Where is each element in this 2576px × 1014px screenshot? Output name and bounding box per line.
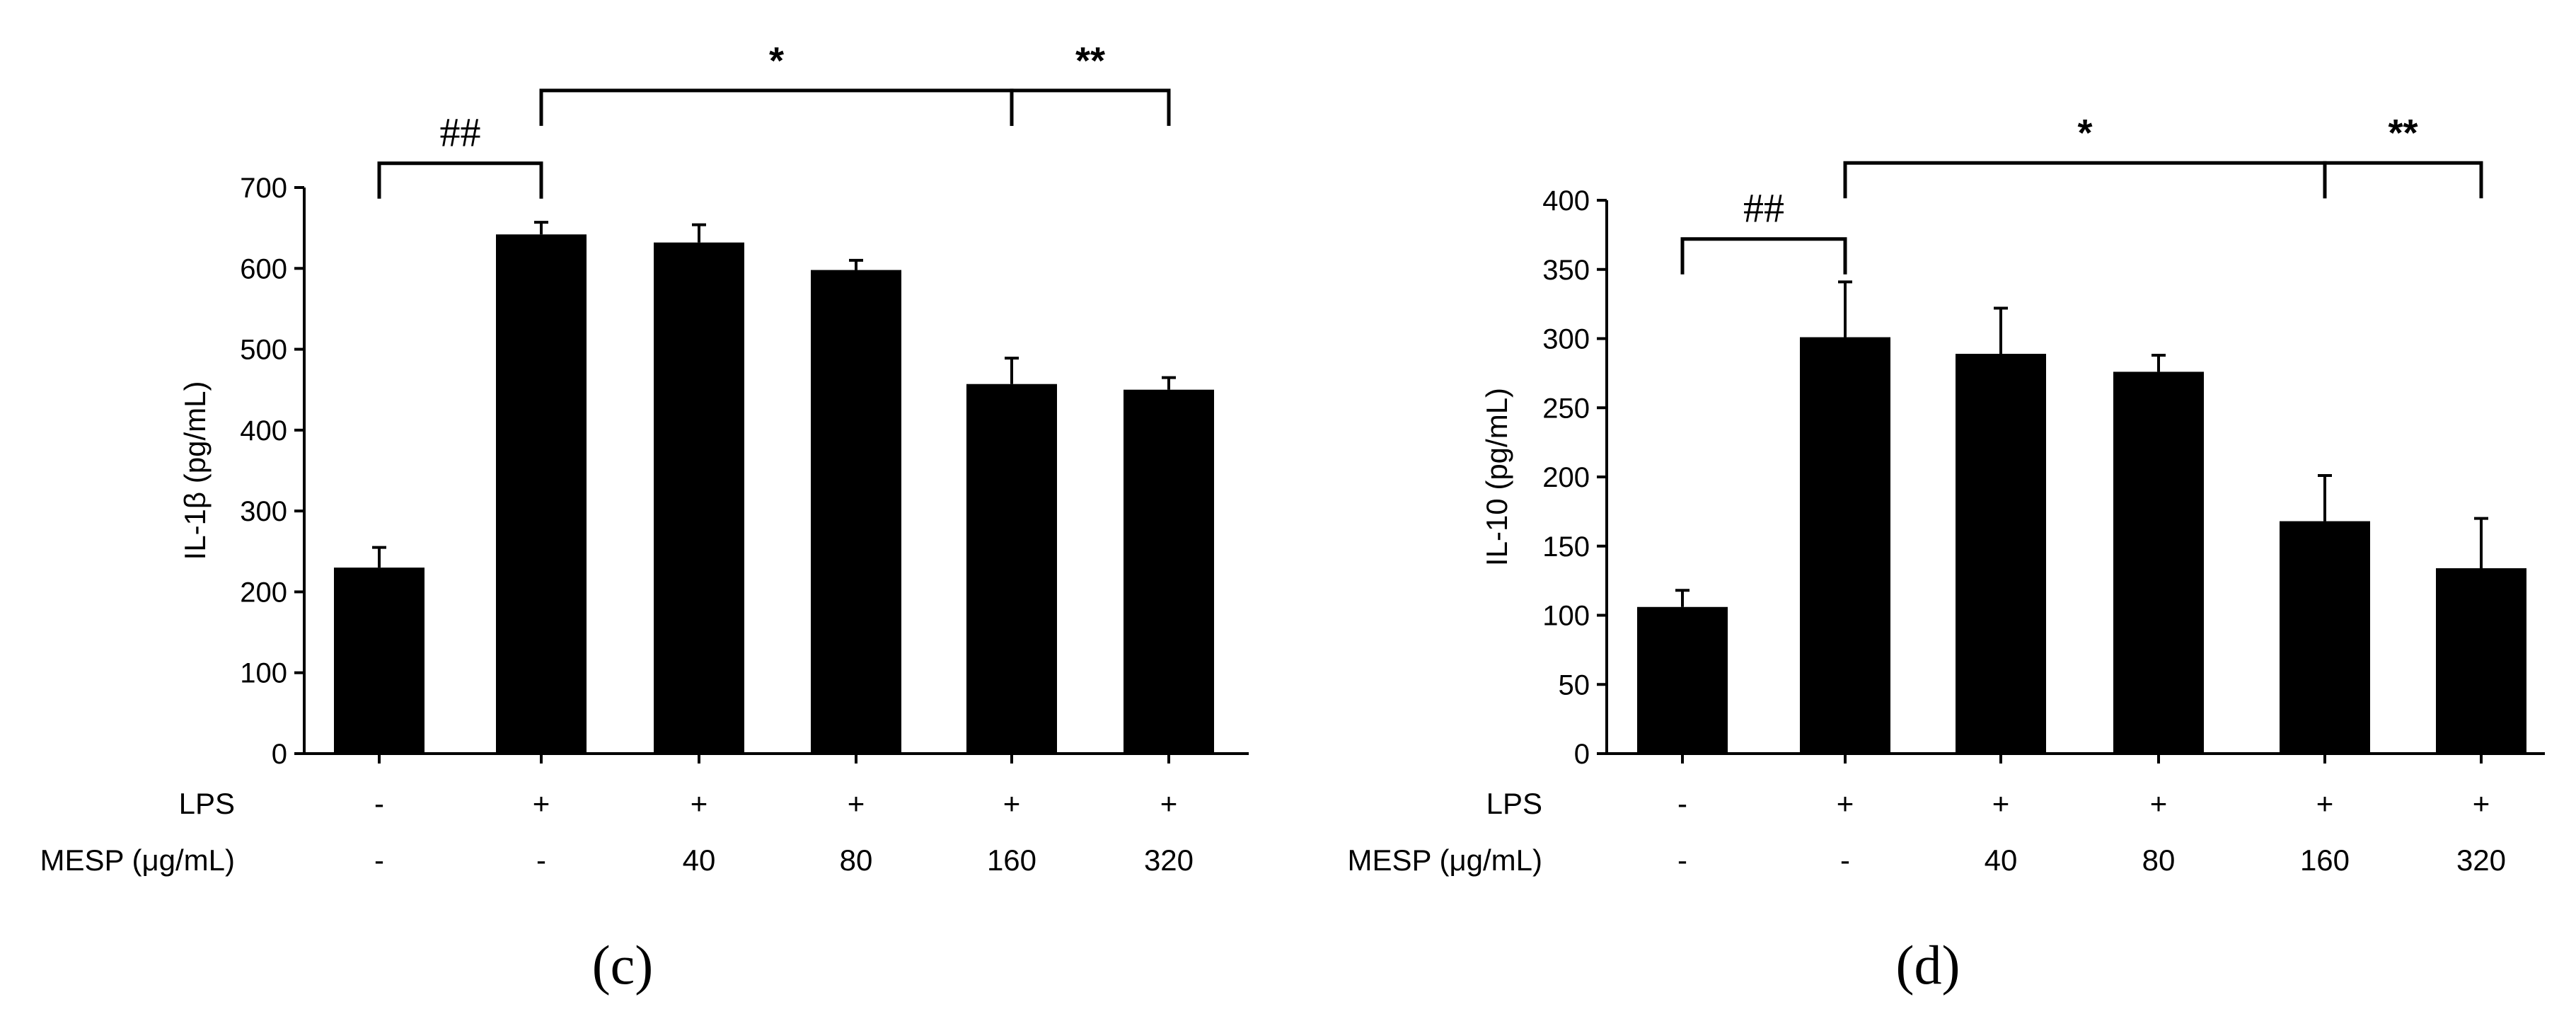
y-axis-title: IL-10 (pg/mL) [1480, 388, 1513, 566]
significance-stars: ** [2388, 112, 2418, 154]
row-value: 40 [683, 843, 716, 877]
row-value: 40 [1985, 843, 2018, 877]
bar [2280, 521, 2370, 754]
row-value: + [691, 787, 708, 820]
y-tick-label: 100 [240, 658, 287, 689]
row-value: 80 [840, 843, 873, 877]
significance-bracket [377, 161, 543, 199]
row-value: + [2150, 787, 2168, 820]
panel-label: (d) [1896, 934, 1960, 996]
y-tick-label: 300 [1542, 324, 1590, 355]
significance-stars: * [769, 40, 784, 82]
row-value: 160 [987, 843, 1036, 877]
y-tick-label: 150 [1542, 531, 1590, 563]
bar [1956, 354, 2046, 754]
row-value: 320 [1144, 843, 1194, 877]
significance-bracket [2323, 161, 2483, 199]
row-label: MESP (μg/mL) [1348, 843, 1542, 877]
row-label: LPS [179, 787, 235, 820]
y-tick-label: 300 [240, 496, 287, 527]
row-value: - [374, 787, 384, 820]
row-value: + [2473, 787, 2490, 820]
row-value: - [1677, 843, 1687, 877]
row-label: MESP (μg/mL) [40, 843, 235, 877]
row-value: + [1837, 787, 1854, 820]
y-tick-label: 400 [1542, 185, 1590, 217]
y-tick-label: 250 [1542, 393, 1590, 424]
bar [811, 270, 901, 754]
significance-stars: ** [1075, 40, 1105, 82]
panel-c: 0 100 200 300 400 500 600 700 IL-1β (pg/mL) LPS - +… [40, 40, 1249, 996]
bar [496, 234, 587, 754]
bar [966, 384, 1057, 754]
bar [2113, 371, 2204, 754]
significance-bracket [1843, 161, 2327, 199]
bar [1124, 389, 1214, 754]
significance-mark: ## [1743, 185, 1784, 231]
row-value: + [848, 787, 865, 820]
significance-mark: ## [440, 110, 481, 156]
y-tick-label: 600 [240, 253, 287, 284]
bar [654, 242, 744, 754]
row-value: + [1160, 787, 1178, 820]
row-value: 80 [2142, 843, 2176, 877]
bar [1800, 337, 1890, 754]
y-tick-label: 400 [240, 415, 287, 446]
row-label: LPS [1486, 787, 1542, 820]
significance-bracket [1010, 88, 1171, 126]
y-tick-label: 200 [240, 577, 287, 608]
panel-label: (c) [592, 934, 654, 996]
y-tick-label: 500 [240, 335, 287, 366]
row-value: + [2316, 787, 2334, 820]
row-value: - [536, 843, 546, 877]
y-tick-label: 0 [272, 739, 287, 770]
significance-stars: * [2077, 112, 2092, 154]
bar [1637, 606, 1728, 754]
row-value: 160 [2300, 843, 2350, 877]
bar [2436, 568, 2526, 754]
y-axis-title: IL-1β (pg/mL) [178, 381, 212, 560]
y-tick-label: 700 [240, 173, 287, 204]
row-value: - [1840, 843, 1850, 877]
row-value: + [1003, 787, 1021, 820]
row-value: + [1992, 787, 2010, 820]
significance-bracket [1680, 237, 1847, 275]
row-value: 320 [2456, 843, 2506, 877]
y-tick-label: 0 [1574, 739, 1590, 770]
row-value: - [374, 843, 384, 877]
bar [334, 568, 424, 754]
y-tick-label: 50 [1559, 669, 1590, 701]
y-tick-label: 200 [1542, 462, 1590, 493]
significance-bracket [539, 88, 1014, 126]
row-value: + [533, 787, 550, 820]
y-tick-label: 100 [1542, 601, 1590, 632]
y-tick-label: 350 [1542, 255, 1590, 286]
row-value: - [1677, 787, 1687, 820]
panel-d: 0 50 100 150 200 250 300 350 400 IL-10 (pg/mL) LPS… [1348, 112, 2545, 996]
